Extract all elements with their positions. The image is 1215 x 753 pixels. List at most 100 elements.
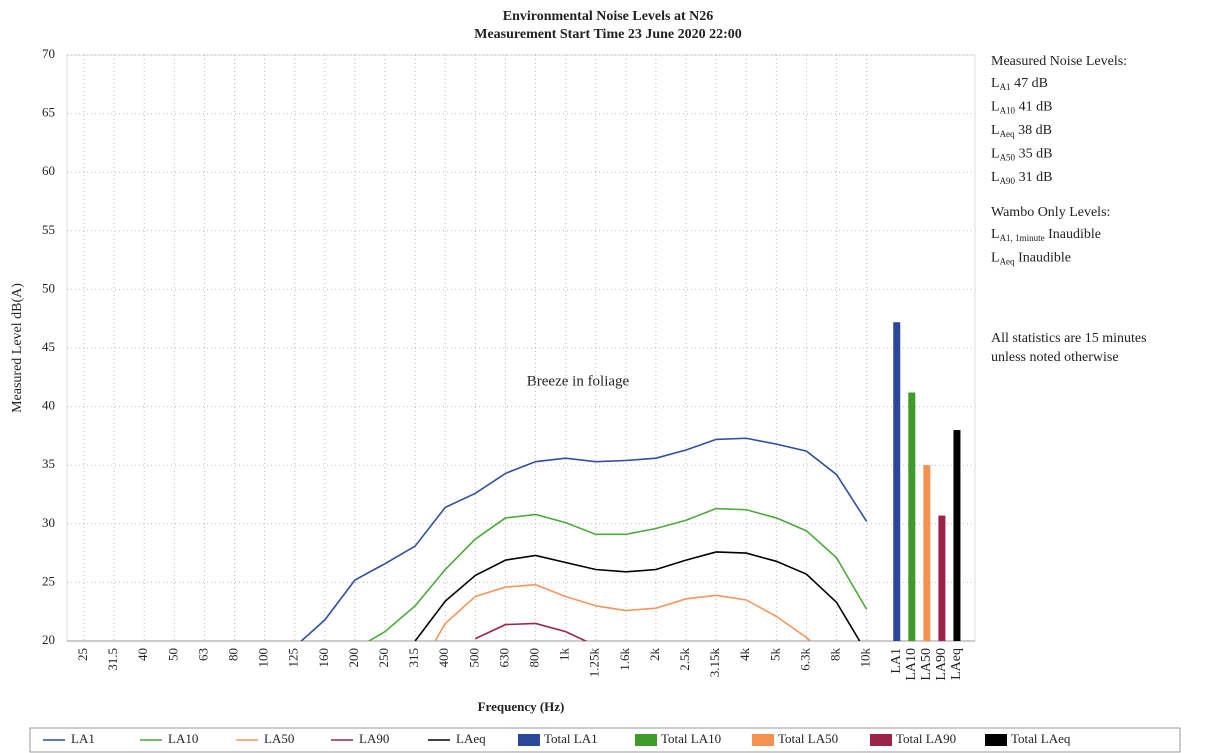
side-level: LA1, 1minute Inaudible bbox=[991, 227, 1101, 243]
x-tick-label: 800 bbox=[527, 648, 542, 668]
legend-label: LA50 bbox=[264, 731, 294, 746]
x-tick-label: LA1 bbox=[889, 648, 904, 674]
x-tick-label: 6.3k bbox=[797, 648, 812, 671]
symbol: L bbox=[991, 76, 1000, 91]
y-tick-label: 60 bbox=[42, 163, 55, 178]
x-tick-label: 25 bbox=[75, 648, 90, 661]
legend-swatch bbox=[518, 734, 540, 746]
y-tick-label: 20 bbox=[42, 632, 55, 647]
x-tick-label: 100 bbox=[256, 648, 271, 668]
subscript: Aeq bbox=[1000, 129, 1015, 139]
side-note: All statistics are 15 minutes bbox=[991, 331, 1147, 346]
annotation: Breeze in foliage bbox=[527, 373, 630, 389]
x-tick-label: 160 bbox=[316, 648, 331, 668]
subscript: A1 bbox=[1000, 82, 1011, 92]
side-title: Wambo Only Levels: bbox=[991, 205, 1110, 220]
y-tick-label: 25 bbox=[42, 573, 55, 588]
x-tick-label: LAeq bbox=[949, 648, 964, 680]
x-tick-label: 630 bbox=[496, 648, 511, 668]
x-tick-label: 5k bbox=[767, 648, 782, 662]
legend-label: LA90 bbox=[359, 731, 389, 746]
side-level: LA90 31 dB bbox=[991, 170, 1052, 186]
symbol: L bbox=[991, 147, 1000, 162]
x-tick-label: 63 bbox=[195, 648, 210, 661]
legend-label: Total LA1 bbox=[544, 731, 598, 746]
symbol: L bbox=[991, 227, 1000, 242]
x-tick-label: 315 bbox=[406, 648, 421, 668]
symbol: L bbox=[991, 123, 1000, 138]
level-value: 35 dB bbox=[1019, 147, 1053, 162]
side-note: unless noted otherwise bbox=[991, 350, 1119, 365]
side-level: LAeq 38 dB bbox=[991, 123, 1052, 139]
x-tick-label: 250 bbox=[376, 648, 391, 668]
x-tick-label: 1.6k bbox=[617, 648, 632, 671]
legend-label: Total LA10 bbox=[661, 731, 721, 746]
y-tick-label: 70 bbox=[42, 46, 55, 61]
y-tick-label: 30 bbox=[42, 515, 55, 530]
symbol: L bbox=[991, 100, 1000, 115]
legend-swatch bbox=[870, 734, 892, 746]
x-tick-label: 50 bbox=[165, 648, 180, 661]
x-tick-label: 1k bbox=[557, 648, 572, 662]
level-value: Inaudible bbox=[1048, 227, 1101, 242]
side-level: LA10 41 dB bbox=[991, 100, 1052, 116]
subscript: A1, 1minute bbox=[1000, 233, 1045, 243]
level-value: 31 dB bbox=[1019, 170, 1053, 185]
legend-swatch bbox=[985, 734, 1007, 746]
total-bar bbox=[923, 465, 931, 641]
line-series bbox=[414, 551, 861, 641]
y-tick-label: 35 bbox=[42, 456, 55, 471]
legend-swatch bbox=[635, 734, 657, 746]
y-tick-label: 55 bbox=[42, 222, 55, 237]
legend-label: Total LA50 bbox=[778, 731, 838, 746]
x-tick-label: 80 bbox=[226, 648, 241, 661]
x-tick-label: LA10 bbox=[904, 648, 919, 681]
legend-label: LA1 bbox=[71, 731, 95, 746]
y-axis-label: Measured Level dB(A) bbox=[10, 283, 25, 413]
x-tick-label: 2k bbox=[647, 648, 662, 662]
x-tick-label: 2.5k bbox=[677, 648, 692, 671]
y-tick-label: 65 bbox=[42, 105, 55, 120]
symbol: L bbox=[991, 170, 1000, 185]
chart-subtitle: Measurement Start Time 23 June 2020 22:0… bbox=[474, 27, 742, 42]
x-tick-label: 500 bbox=[466, 648, 481, 668]
total-bar bbox=[893, 322, 901, 641]
subscript: A50 bbox=[1000, 153, 1016, 163]
x-tick-label: 1.25k bbox=[587, 648, 602, 678]
x-tick-label: 125 bbox=[286, 648, 301, 668]
x-tick-label: 10k bbox=[858, 648, 873, 668]
line-series bbox=[300, 437, 868, 641]
total-bar bbox=[953, 430, 961, 641]
subscript: A10 bbox=[1000, 106, 1016, 116]
legend-label: LAeq bbox=[456, 731, 486, 746]
series-group bbox=[300, 437, 868, 641]
x-tick-label: LA50 bbox=[919, 648, 934, 681]
y-tick-label: 50 bbox=[42, 280, 55, 295]
level-value: Inaudible bbox=[1018, 251, 1071, 266]
x-tick-label: 8k bbox=[828, 648, 843, 662]
legend-label: Total LA90 bbox=[896, 731, 956, 746]
side-level: LAeq Inaudible bbox=[991, 251, 1071, 267]
y-tick-label: 40 bbox=[42, 398, 55, 413]
x-axis-label: Frequency (Hz) bbox=[478, 699, 565, 714]
x-tick-label: 200 bbox=[346, 648, 361, 668]
y-tick-label: 45 bbox=[42, 339, 55, 354]
line-series bbox=[434, 583, 812, 641]
legend-label: Total LAeq bbox=[1011, 731, 1071, 746]
legend-swatch bbox=[752, 734, 774, 746]
symbol: L bbox=[991, 251, 1000, 266]
line-series bbox=[475, 622, 588, 641]
x-tick-label: 3.15k bbox=[707, 648, 722, 678]
x-tick-label: LA90 bbox=[934, 648, 949, 681]
x-tick-label: 31.5 bbox=[105, 648, 120, 671]
side-level: LA1 47 dB bbox=[991, 76, 1048, 92]
legend-label: LA10 bbox=[168, 731, 198, 746]
subscript: Aeq bbox=[1000, 257, 1015, 267]
side-level: LA50 35 dB bbox=[991, 147, 1052, 163]
level-value: 41 dB bbox=[1019, 100, 1053, 115]
line-series bbox=[367, 507, 868, 641]
subscript: A90 bbox=[1000, 176, 1016, 186]
total-bar bbox=[908, 392, 916, 641]
side-title: Measured Noise Levels: bbox=[991, 54, 1127, 69]
